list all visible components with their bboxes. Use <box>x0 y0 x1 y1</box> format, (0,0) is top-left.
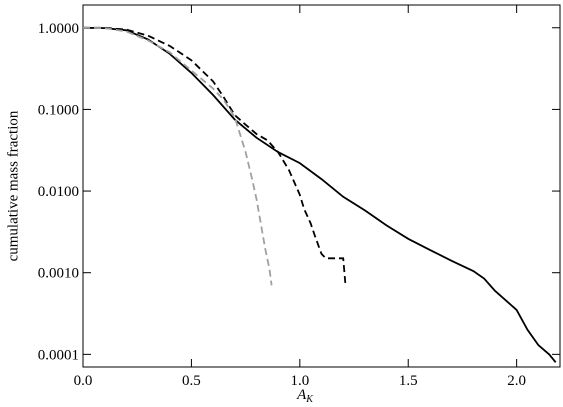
plot-frame <box>82 4 561 368</box>
series-line <box>82 26 273 286</box>
series-line <box>83 26 347 283</box>
x-tick-label: 0.5 <box>182 373 201 389</box>
y-tick-label: 0.0100 <box>38 184 79 200</box>
x-axis-label-main: A <box>296 387 307 403</box>
x-tick-label: 2.0 <box>507 373 526 389</box>
y-tick-label: 0.0010 <box>38 266 79 282</box>
y-axis-label: cumulative mass fraction <box>5 110 21 261</box>
x-tick-label: 1.0 <box>290 373 309 389</box>
x-axis-label-sub: K <box>305 394 314 405</box>
y-tick-label: 1.0000 <box>38 21 79 37</box>
y-tick-label: 0.0001 <box>38 347 79 363</box>
y-tick-label: 0.1000 <box>38 102 79 118</box>
series-line <box>82 26 557 363</box>
x-tick-label: 0.0 <box>74 373 93 389</box>
x-axis-label: AK <box>296 387 314 405</box>
x-tick-label: 1.5 <box>399 373 418 389</box>
